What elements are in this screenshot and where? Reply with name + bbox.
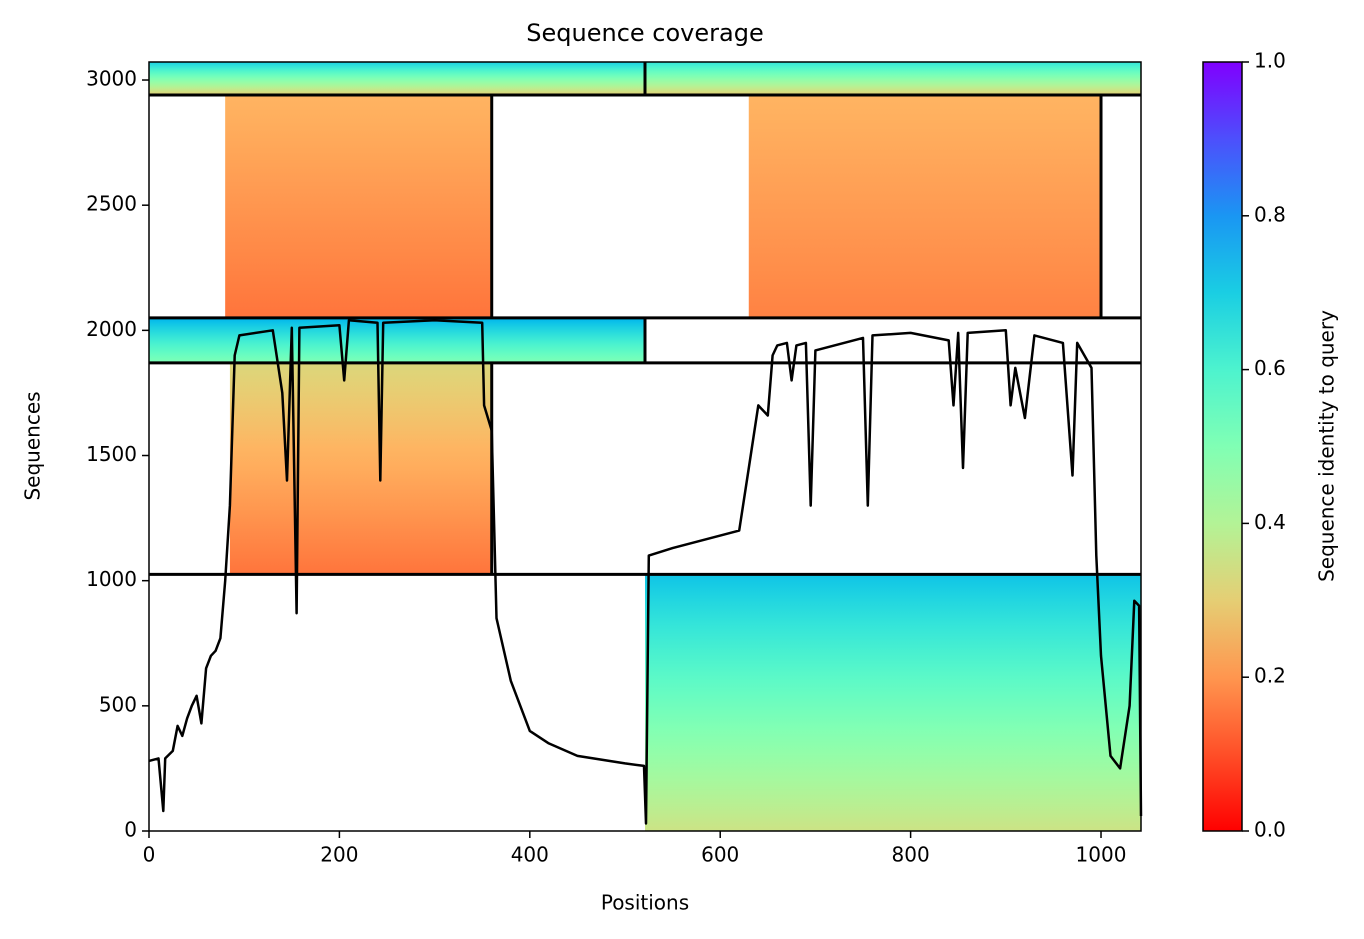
x-tick-label: 400 bbox=[511, 843, 549, 867]
heatmap-block bbox=[225, 95, 492, 318]
coverage-line bbox=[148, 319, 1143, 825]
colorbar-tick-label: 0.4 bbox=[1254, 510, 1286, 534]
heatmap-block bbox=[229, 362, 492, 575]
colorbar-label: Sequence identity to query bbox=[1315, 310, 1339, 582]
y-tick-label: 2000 bbox=[86, 317, 137, 341]
y-tick-label: 2500 bbox=[86, 192, 137, 216]
colorbar-tick-label: 0.6 bbox=[1254, 356, 1286, 380]
heatmap-block bbox=[645, 62, 1141, 96]
x-tick-label: 600 bbox=[701, 843, 739, 867]
x-tick-label: 800 bbox=[892, 843, 930, 867]
heatmap-block bbox=[748, 95, 1102, 318]
heatmap-block bbox=[149, 62, 645, 96]
colorbar-tick-label: 0.2 bbox=[1254, 664, 1286, 688]
x-axis-label: Positions bbox=[601, 891, 689, 915]
y-tick-label: 500 bbox=[99, 692, 137, 716]
y-tick-label: 3000 bbox=[86, 67, 137, 91]
y-tick-label: 1500 bbox=[86, 442, 137, 466]
x-tick-label: 200 bbox=[320, 843, 358, 867]
x-tick-label: 1000 bbox=[1076, 843, 1127, 867]
x-tick-label: 0 bbox=[143, 843, 156, 867]
colorbar-tick-label: 0.8 bbox=[1254, 202, 1286, 226]
heatmap-block bbox=[149, 317, 645, 363]
y-tick-label: 0 bbox=[124, 818, 137, 842]
chart-title: Sequence coverage bbox=[526, 19, 763, 47]
colorbar bbox=[1202, 61, 1243, 832]
plot-frame bbox=[148, 61, 1142, 832]
y-tick-label: 1000 bbox=[86, 567, 137, 591]
colorbar-tick-label: 1.0 bbox=[1254, 49, 1286, 73]
y-axis-label: Sequences bbox=[21, 391, 45, 500]
heatmap-block bbox=[645, 574, 1141, 831]
colorbar-tick-label: 0.0 bbox=[1254, 818, 1286, 842]
